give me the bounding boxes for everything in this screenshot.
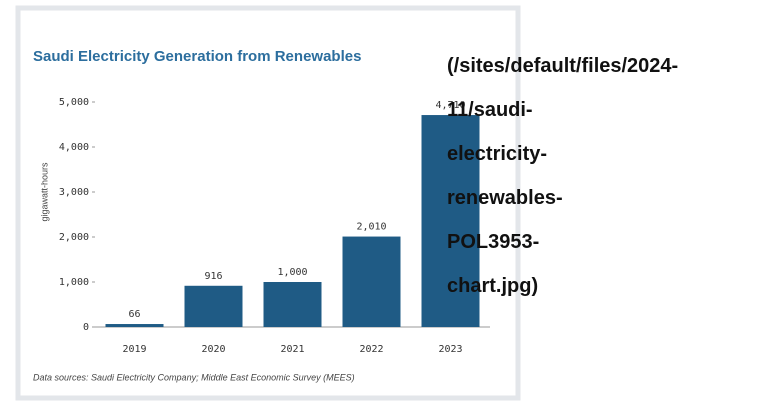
value-label: 66 xyxy=(128,309,140,320)
bar xyxy=(421,115,480,327)
y-tick-label: 2,000 xyxy=(59,232,89,243)
value-label: 2,010 xyxy=(356,222,386,233)
x-tick-label: 2021 xyxy=(280,344,304,355)
y-tick-label: 1,000 xyxy=(59,277,89,288)
source: Data sources: Saudi Electricity Company;… xyxy=(33,372,355,382)
chart-title: Saudi Electricity Generation from Renewa… xyxy=(33,48,361,65)
y-tick-label: 3,000 xyxy=(59,187,89,198)
value-label: 4,710 xyxy=(435,100,465,111)
link-text-line[interactable]: (/sites/default/files/2024- xyxy=(447,55,679,77)
image-alt-link[interactable]: (/sites/default/files/2024- 11/saudi-elec… xyxy=(447,44,678,308)
link-text-line[interactable]: renewables- xyxy=(447,187,563,209)
link-text-line[interactable]: electricity- xyxy=(447,143,548,165)
bar xyxy=(263,282,322,327)
link-text-line[interactable]: POL3953- xyxy=(447,231,540,253)
y-tick-label: 4,000 xyxy=(59,142,89,153)
value-label: 1,000 xyxy=(277,267,307,278)
bar xyxy=(184,285,243,327)
link-text-line[interactable]: chart.jpg) xyxy=(447,275,539,297)
link-text-line[interactable]: 11/saudi- xyxy=(447,99,533,121)
bar xyxy=(342,236,401,327)
x-tick-label: 2020 xyxy=(201,344,225,355)
y-axis-label: gigawatt-hours xyxy=(39,162,49,222)
y-tick-label: 0 xyxy=(83,322,89,333)
x-tick-label: 2022 xyxy=(359,344,383,355)
bar xyxy=(105,324,164,327)
x-tick-label: 2023 xyxy=(438,344,462,355)
value-label: 916 xyxy=(204,271,222,282)
y-tick-label: 5,000 xyxy=(59,97,89,108)
x-tick-label: 2019 xyxy=(122,344,146,355)
